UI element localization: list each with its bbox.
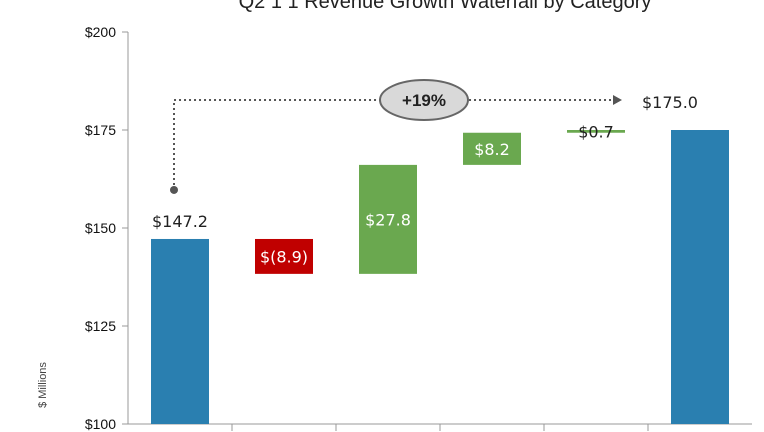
data-label: $8.2 xyxy=(474,140,510,159)
data-labels: $147.2 $(8.9) $27.8 $8.2 $0.7 $175.0 xyxy=(152,93,698,266)
growth-callout-bubble xyxy=(379,79,469,121)
growth-callout-label: +19% xyxy=(402,91,446,110)
data-label: $(8.9) xyxy=(260,247,308,266)
data-label: $0.7 xyxy=(578,122,614,141)
y-tick-label: $175 xyxy=(85,122,116,138)
y-tick-label: $125 xyxy=(85,318,116,334)
waterfall-bar xyxy=(255,238,313,274)
y-tick-label: $150 xyxy=(85,220,116,236)
waterfall-bar xyxy=(671,130,729,424)
data-label: $27.8 xyxy=(365,210,411,229)
axes: $100 $125 $150 $175 $200 xyxy=(85,24,752,432)
growth-connector: +19% xyxy=(170,79,622,194)
waterfall-bar xyxy=(463,132,521,165)
chart-title: Q2 1 1 Revenue Growth Waterfall by Categ… xyxy=(239,0,652,13)
waterfall-bar xyxy=(567,130,625,133)
connector-arrowhead xyxy=(613,95,622,105)
data-label: $175.0 xyxy=(642,93,698,112)
waterfall-bar xyxy=(359,164,417,274)
data-label: $147.2 xyxy=(152,212,208,231)
y-tick-label: $200 xyxy=(85,24,116,40)
waterfall-bar xyxy=(151,238,209,424)
y-tick-label: $100 xyxy=(85,416,116,432)
bars xyxy=(151,130,729,424)
y-axis-label: $ Millions xyxy=(37,362,49,408)
